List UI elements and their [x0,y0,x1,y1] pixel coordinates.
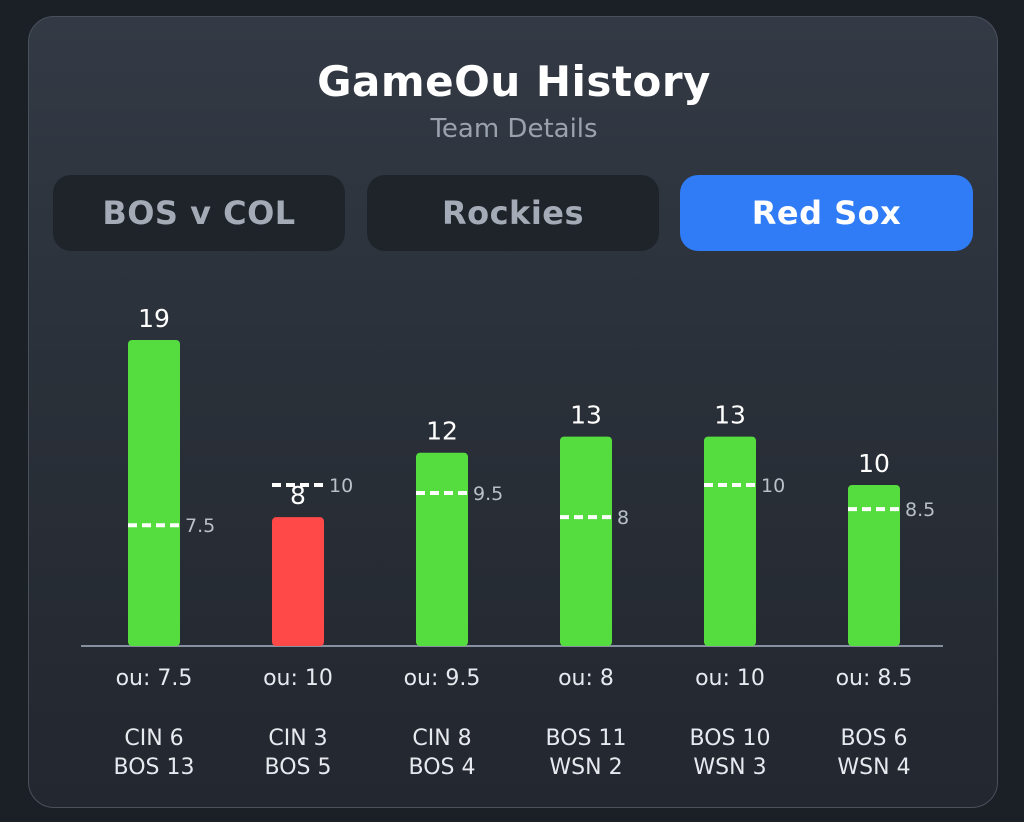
ou-line-label: 10 [329,475,353,497]
ou-tick-label: ou: 7.5 [116,666,193,691]
game-score-line2: BOS 13 [114,755,195,780]
bar [272,517,324,646]
bar [128,340,180,646]
ou-line-label: 10 [761,475,785,497]
game-score-line1: CIN 6 [124,726,183,751]
ou-line-label: 9.5 [473,483,503,505]
game-ou-card: GameOu History Team Details BOS v COL Ro… [28,16,998,808]
bar-value-label: 12 [426,417,458,446]
bar-value-label: 13 [714,401,746,430]
ou-line-label: 8 [617,507,629,529]
page-title: GameOu History [317,57,711,106]
bar-value-label: 13 [570,401,602,430]
game-score-line2: BOS 4 [409,755,476,780]
bar [560,436,612,646]
game-score-line1: CIN 3 [268,726,327,751]
bar-value-label: 8 [290,481,306,510]
ou-tick-label: ou: 8 [558,666,614,691]
game-score-line1: BOS 6 [841,726,908,751]
game-score-line2: WSN 2 [549,755,622,780]
bar [848,484,900,646]
ou-line-label: 7.5 [185,515,215,537]
ou-tick-label: ou: 9.5 [404,666,481,691]
ou-tick-label: ou: 10 [263,666,333,691]
tab-rockies[interactable]: Rockies [367,175,659,251]
ou-line-label: 8.5 [905,499,935,521]
game-score-line1: BOS 11 [546,726,627,751]
game-score-line1: BOS 10 [690,726,771,751]
page-subtitle: Team Details [430,114,598,144]
bar [704,436,756,646]
game-score-line2: WSN 3 [693,755,766,780]
game-score-line2: BOS 5 [265,755,332,780]
bar-value-label: 19 [138,304,170,333]
bar [416,452,468,646]
ou-bar-chart: 19 7.5 ou: 7.5 CIN 6 BOS 13 8 10 ou: 10 CIN 3 BOS… [81,304,943,780]
ou-tick-label: ou: 8.5 [836,666,913,691]
tab-red-sox[interactable]: Red Sox [680,175,973,251]
ou-tick-label: ou: 10 [695,666,765,691]
tab-matchup[interactable]: BOS v COL [53,175,345,251]
bar-value-label: 10 [858,449,890,478]
game-score-line2: WSN 4 [837,755,910,780]
game-score-line1: CIN 8 [412,726,471,751]
